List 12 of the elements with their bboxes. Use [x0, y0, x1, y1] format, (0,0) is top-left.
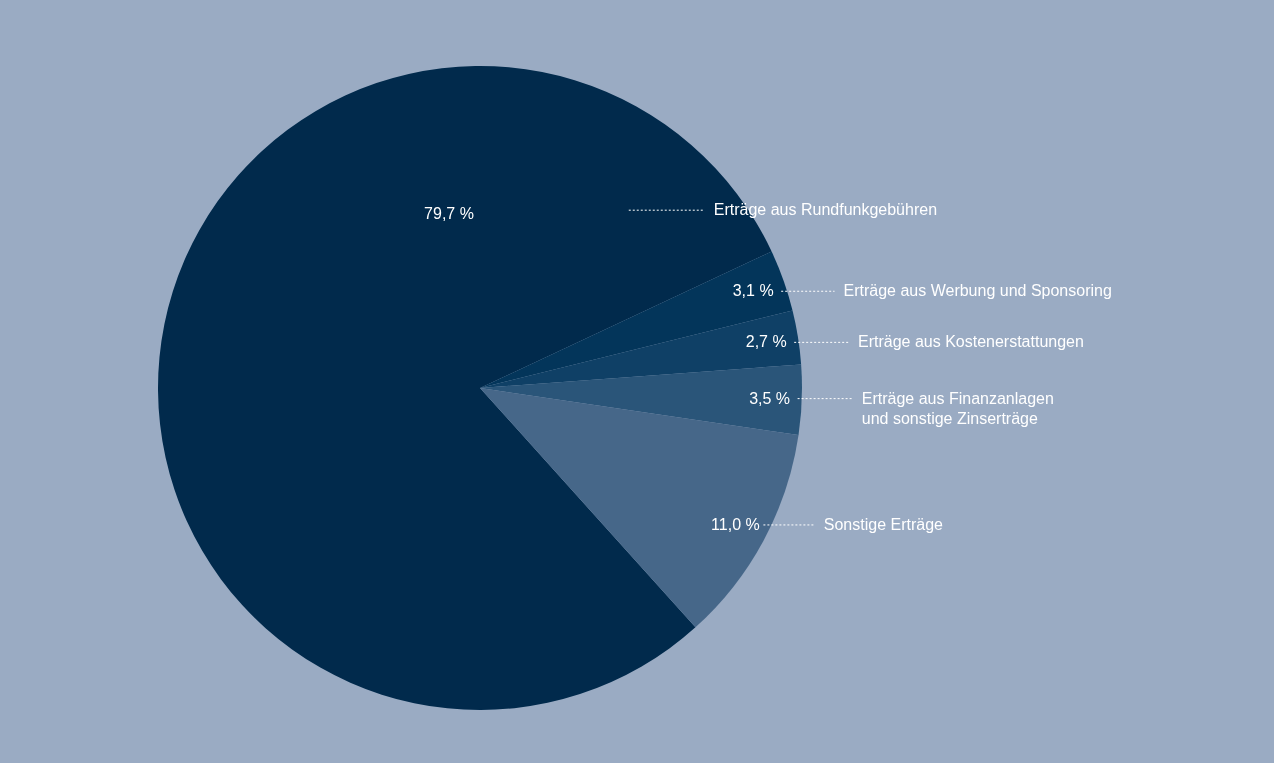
slice-label: Erträge aus Werbung und Sponsoring [843, 282, 1112, 300]
data-label: 11,0 % [711, 515, 760, 533]
pie-slice [158, 66, 772, 710]
data-label: 3,1 % [732, 282, 774, 300]
data-label: 3,5 % [749, 389, 791, 407]
slice-label: Erträge aus Finanzanlagen und sonstige Zinserträge [861, 389, 1054, 427]
data-label: 2,7 % [745, 333, 787, 351]
slice-label: Erträge aus Kostenerstattungen [857, 333, 1084, 351]
slice-label: Sonstige Erträge [823, 515, 944, 533]
data-label: 79,7 % [424, 204, 474, 222]
pie-slice [480, 364, 802, 436]
pie-slice [480, 388, 799, 628]
